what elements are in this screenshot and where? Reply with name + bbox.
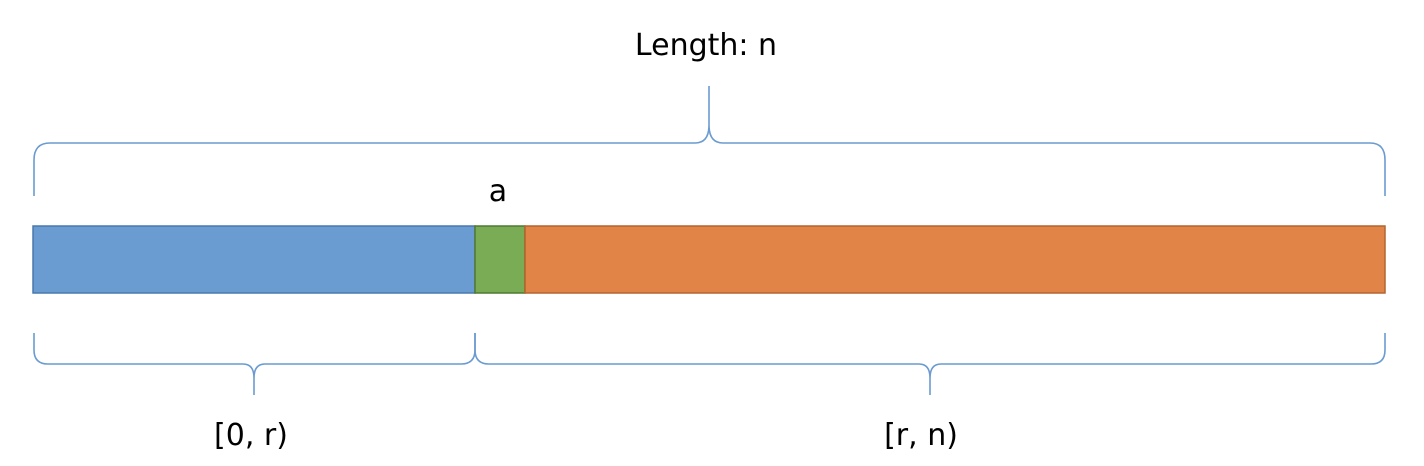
- left-range-label: [0, r): [214, 418, 288, 453]
- right-range-brace: [474, 333, 1386, 395]
- left-range-brace: [33, 333, 476, 395]
- right-range-label: [r, n): [884, 418, 958, 453]
- right-segment: [524, 225, 1386, 294]
- top-brace: [33, 86, 1386, 196]
- pivot-segment: [474, 225, 526, 294]
- pivot-element-label: a: [488, 174, 508, 209]
- left-segment: [32, 225, 476, 294]
- length-label: Length: n: [634, 28, 778, 63]
